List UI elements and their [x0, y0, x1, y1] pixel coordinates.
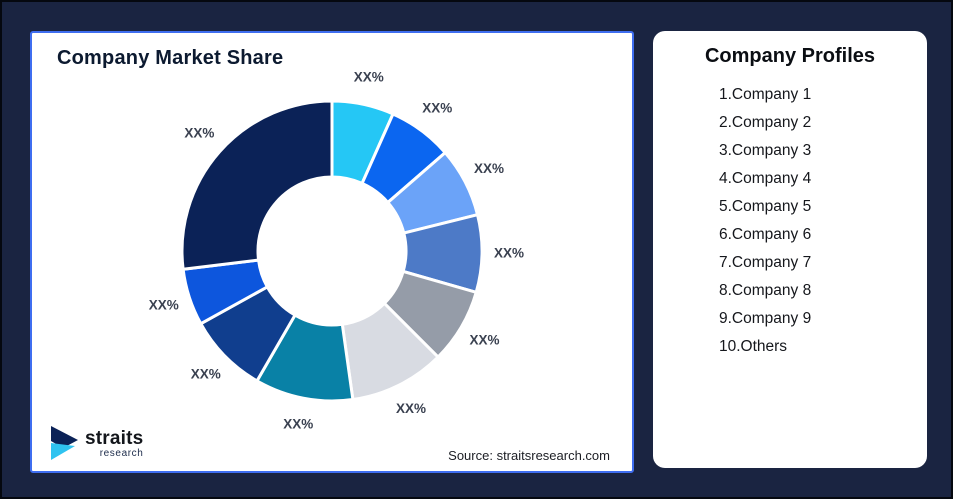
profile-list-item: 5.Company 5	[719, 198, 812, 215]
profiles-title: Company Profiles	[704, 45, 876, 67]
straits-logo-text: straits research	[85, 429, 143, 459]
logo-sub-text: research	[99, 447, 144, 459]
slice-label: XX%	[149, 297, 179, 312]
slice-label: XX%	[422, 100, 452, 115]
profile-list-item: 9.Company 9	[719, 310, 812, 327]
straits-logo: straits research	[50, 426, 143, 461]
slice-label: XX%	[469, 332, 499, 347]
profile-list-item: 8.Company 8	[719, 282, 812, 299]
slice-label: XX%	[396, 401, 426, 416]
slice-label: XX%	[184, 125, 214, 140]
profiles-list: 1.Company 1 2.Company 2 3.Company 3 4.Compa…	[719, 81, 811, 361]
company-profiles-card: Company Profiles 1.Company 1 2.Company 2 3…	[653, 31, 927, 468]
slice-label: XX%	[191, 367, 221, 382]
profile-list-item: 6.Company 6	[719, 226, 812, 243]
straits-logo-icon	[51, 426, 78, 460]
chart-title: Company Market Share	[57, 47, 284, 69]
profile-list-item: 2.Company 2	[719, 114, 812, 131]
profile-list-item: 4.Company 4	[719, 170, 812, 187]
profile-list-item: 3.Company 3	[719, 142, 812, 159]
profile-list-item: 10.Others	[719, 338, 788, 355]
slice-label: XX%	[354, 69, 384, 84]
slice-label: XX%	[474, 161, 504, 176]
donut-slice	[180, 99, 334, 271]
profile-list-item: 7.Company 7	[719, 254, 812, 271]
slice-label: XX%	[283, 416, 313, 431]
slice-label: XX%	[494, 246, 524, 261]
market-share-card: Company Market Share XX% XX% XX% XX% XX% XX% X…	[30, 31, 634, 473]
donut-chart: XX% XX% XX% XX% XX% XX% XX% XX% XX% XX%	[149, 69, 524, 431]
profile-list-item: 1.Company 1	[719, 86, 812, 103]
source-attribution: Source: straitsresearch.com	[448, 448, 610, 463]
logo-brand-text: straits	[85, 427, 144, 449]
